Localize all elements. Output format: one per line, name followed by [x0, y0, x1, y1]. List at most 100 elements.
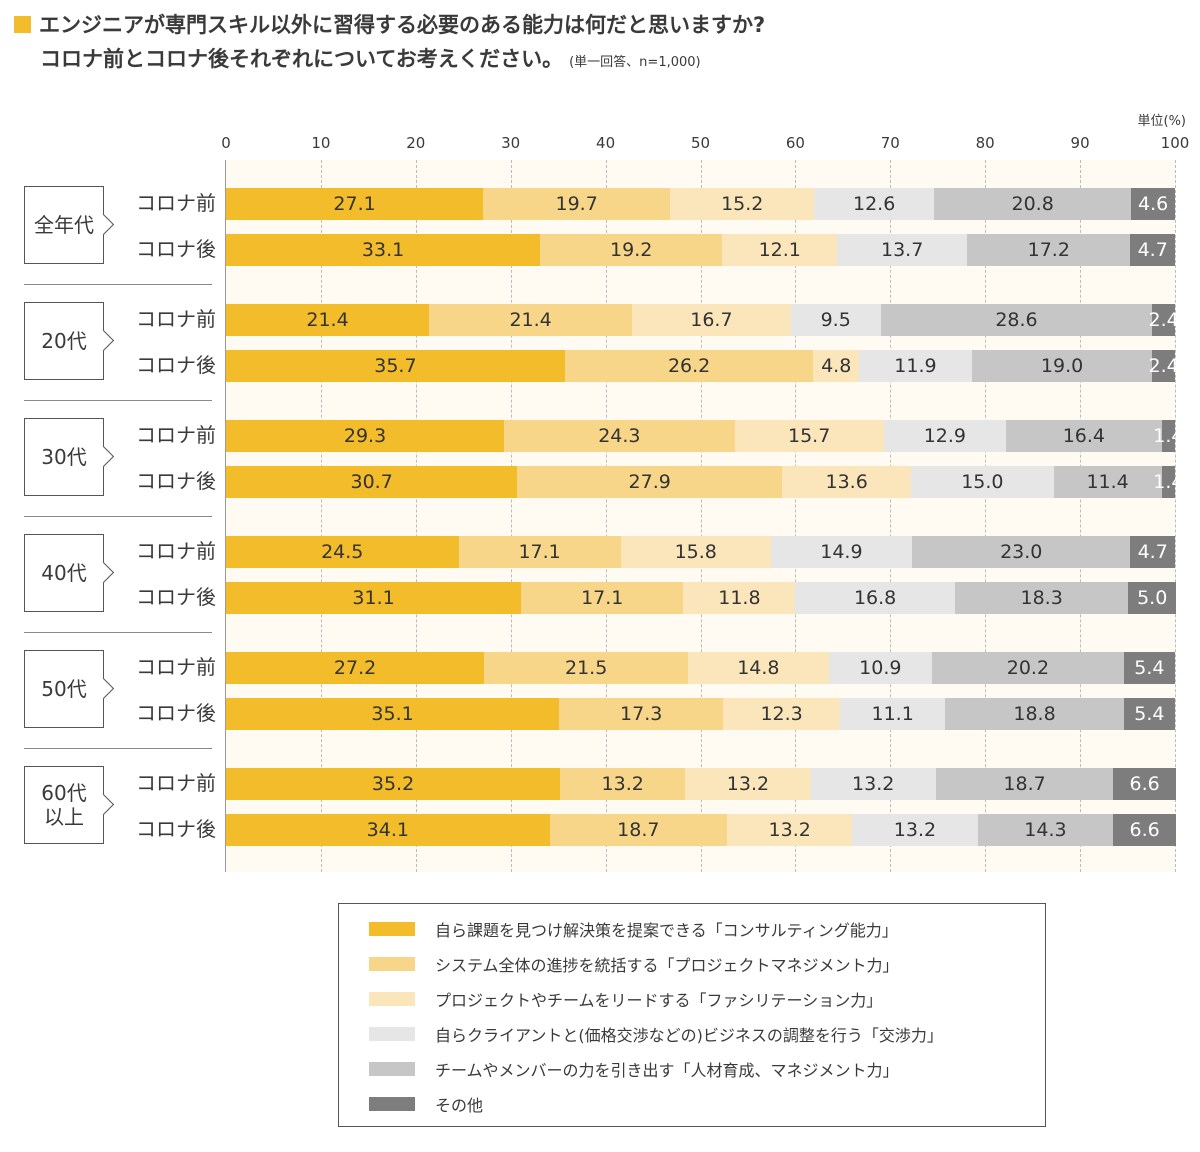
group-label: 60代 以上	[24, 766, 104, 844]
bar-segment: 14.3	[977, 814, 1114, 846]
sample-note: (単一回答、n=1,000)	[569, 55, 701, 70]
bar-segment: 23.0	[912, 536, 1131, 568]
data-label: 13.2	[726, 773, 770, 795]
group-label: 30代	[24, 418, 104, 496]
bar-segment: 11.1	[840, 698, 946, 730]
group-label: 20代	[24, 302, 104, 380]
bar-segment: 10.9	[828, 652, 933, 684]
grid-line	[1080, 160, 1082, 872]
x-tick-label: 100	[1160, 134, 1190, 152]
bar-segment: 4.8	[813, 350, 859, 382]
data-label: 21.5	[564, 657, 608, 679]
bar-segment: 5.4	[1123, 698, 1175, 730]
data-label: 6.6	[1129, 773, 1160, 795]
x-tick-label: 80	[975, 134, 995, 152]
bar-segment: 6.6	[1113, 768, 1176, 800]
data-label: 30.7	[350, 471, 393, 493]
bar-segment: 18.7	[935, 768, 1114, 800]
bar-segment: 17.2	[967, 234, 1131, 266]
bar-segment: 27.1	[226, 188, 484, 220]
bar-segment: 15.7	[734, 420, 884, 452]
data-label: 6.6	[1129, 819, 1160, 841]
bar-segment: 13.2	[810, 768, 936, 800]
data-label: 35.1	[371, 703, 414, 725]
row-label: コロナ前	[136, 423, 216, 447]
x-tick-label: 20	[406, 134, 426, 152]
legend: 自ら課題を見つけ解決策を提案できる「コンサルティング能力」 システム全体の進捗を統…	[338, 903, 1046, 1127]
legend-label: その他	[435, 1096, 484, 1115]
data-label: 16.8	[853, 587, 897, 609]
data-label: 20.2	[1006, 657, 1050, 679]
legend-item: プロジェクトやチームをリードする「ファシリテーション力」	[369, 984, 882, 1014]
bar-segment: 13.7	[837, 234, 968, 266]
bar-segment: 5.0	[1128, 582, 1176, 614]
legend-item: 自らクライアントと(価格交渉などの)ビジネスの調整を行う「交渉力」	[369, 1019, 943, 1049]
legend-label: システム全体の進捗を統括する「プロジェクトマネジメント力」	[435, 956, 899, 975]
data-label: 13.6	[825, 471, 868, 493]
bar-segment: 28.6	[880, 304, 1153, 336]
bar-segment: 17.1	[521, 582, 684, 614]
data-label: 19.2	[610, 239, 653, 261]
bar-segment: 12.9	[883, 420, 1007, 452]
legend-label: プロジェクトやチームをリードする「ファシリテーション力」	[435, 991, 883, 1010]
bar-segment: 5.4	[1123, 652, 1175, 684]
bar-segment: 13.2	[560, 768, 686, 800]
data-label: 17.2	[1027, 239, 1070, 261]
data-label: 24.3	[598, 425, 641, 447]
bar-segment: 18.7	[549, 814, 728, 846]
data-label: 28.6	[995, 309, 1038, 331]
data-label: 9.5	[820, 309, 851, 331]
legend-item: その他	[369, 1089, 483, 1119]
data-label: 13.2	[601, 773, 644, 795]
data-label: 1.4	[1153, 425, 1184, 447]
title-text-1: エンジニアが専門スキル以外に習得する必要のある能力は何だと思いますか?	[39, 13, 766, 37]
data-label: 13.2	[893, 819, 937, 841]
bar-segment: 12.1	[722, 234, 838, 266]
group-separator	[24, 284, 212, 285]
data-label: 15.0	[961, 471, 1004, 493]
square-bullet-icon	[14, 16, 31, 33]
data-label: 34.1	[366, 819, 409, 841]
data-label: 21.4	[306, 309, 349, 331]
legend-swatch	[369, 992, 415, 1006]
data-label: 21.4	[509, 309, 552, 331]
bar-segment: 13.2	[685, 768, 811, 800]
bar-segment: 27.9	[517, 466, 783, 498]
data-label: 18.7	[617, 819, 660, 841]
row-label: コロナ後	[136, 353, 216, 377]
data-label: 17.1	[581, 587, 624, 609]
data-label: 29.3	[343, 425, 387, 447]
bar-segment: 16.8	[795, 582, 955, 614]
legend-item: チームやメンバーの力を引き出す「人材育成、マネジメント力」	[369, 1054, 899, 1084]
data-label: 17.1	[518, 541, 561, 563]
row-label: コロナ前	[136, 655, 216, 679]
data-label: 31.1	[352, 587, 395, 609]
legend-label: 自らクライアントと(価格交渉などの)ビジネスの調整を行う「交渉力」	[435, 1026, 943, 1045]
x-tick-label: 50	[690, 134, 711, 152]
row-label: コロナ後	[136, 701, 216, 725]
group-separator	[24, 748, 212, 749]
bar-segment: 35.1	[226, 698, 560, 730]
data-label: 18.3	[1020, 587, 1063, 609]
group-separator	[24, 400, 212, 401]
y-axis-line	[225, 160, 226, 872]
legend-item: システム全体の進捗を統括する「プロジェクトマネジメント力」	[369, 949, 899, 979]
data-label: 18.7	[1003, 773, 1046, 795]
data-label: 12.3	[760, 703, 803, 725]
data-label: 13.7	[880, 239, 924, 261]
grid-line	[985, 160, 987, 872]
bar-segment: 27.2	[226, 652, 485, 684]
data-label: 11.8	[718, 587, 761, 609]
bar-segment: 12.6	[814, 188, 934, 220]
data-label: 12.6	[853, 193, 896, 215]
bar-segment: 19.2	[540, 234, 723, 266]
group-label: 40代	[24, 534, 104, 612]
data-label: 16.4	[1062, 425, 1106, 447]
row-label: コロナ前	[136, 307, 216, 331]
bar-segment: 31.1	[226, 582, 522, 614]
bar-segment: 17.3	[559, 698, 724, 730]
bar-segment: 21.5	[484, 652, 689, 684]
bar-segment: 21.4	[226, 304, 430, 336]
bar-segment: 4.6	[1131, 188, 1175, 220]
data-label: 16.7	[690, 309, 733, 331]
